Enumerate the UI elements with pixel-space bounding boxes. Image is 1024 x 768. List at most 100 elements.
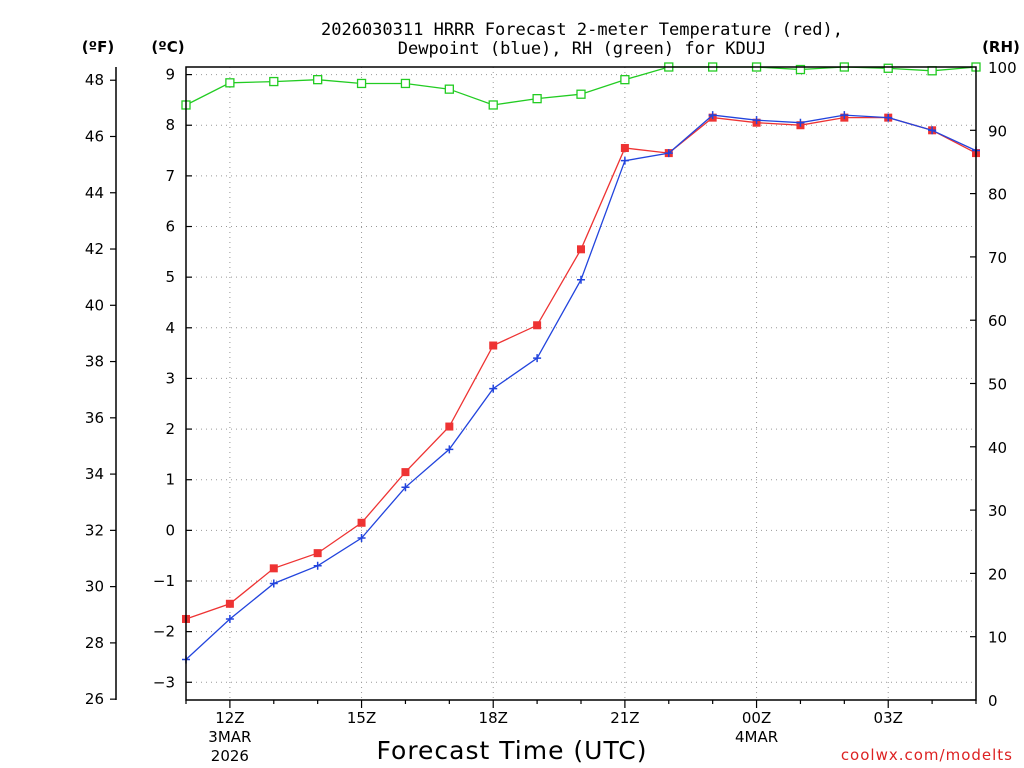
rh-tick-label: 40 [988, 439, 1007, 457]
temperature-point [620, 144, 629, 153]
dewpoint-point [533, 354, 542, 363]
rh-point [620, 75, 630, 85]
fahrenheit-tick-label: 36 [85, 409, 104, 427]
chart-title-line2: Dewpoint (blue), RH (green) for KDUJ [398, 39, 766, 59]
dewpoint-point [884, 113, 893, 122]
time-tick-label: 21Z [610, 709, 639, 727]
rh-axis: 0 10 20 30 40 50 60 70 80 90 100 [970, 59, 1017, 710]
rh-tick-label: 80 [988, 186, 1007, 204]
fahrenheit-tick-label: 38 [85, 353, 104, 371]
celsius-tick-label: 6 [165, 218, 175, 236]
temperature-point [269, 564, 278, 573]
rh-point [269, 76, 279, 87]
temperature-point [357, 518, 366, 527]
fahrenheit-tick-label: 32 [85, 521, 104, 539]
time-tick-label: 18Z [479, 709, 508, 727]
fahrenheit-unit-label: (ºF) [82, 38, 114, 56]
rh-point [313, 75, 323, 85]
rh-tick-label: 0 [988, 692, 998, 710]
rh-tick-label: 90 [988, 122, 1007, 140]
dewpoint-point [577, 275, 585, 284]
celsius-unit-label: (ºC) [151, 38, 184, 56]
fahrenheit-tick-label: 44 [85, 184, 104, 202]
celsius-tick-label: −2 [153, 623, 175, 641]
temperature-point [577, 245, 585, 254]
temperature-point [225, 599, 234, 608]
celsius-tick-label: 1 [165, 471, 175, 489]
celsius-tick-label: −1 [153, 572, 175, 590]
rh-point [225, 78, 235, 88]
fahrenheit-tick-label: 26 [85, 690, 104, 708]
temperature-point [489, 341, 498, 350]
fahrenheit-tick-label: 28 [85, 634, 104, 652]
celsius-tick-label: 2 [165, 420, 175, 438]
rh-point [400, 78, 411, 89]
rh-point [576, 89, 586, 99]
rh-point [356, 78, 367, 89]
rh-point [927, 66, 937, 76]
fahrenheit-tick-label: 40 [85, 296, 104, 314]
rh-tick-label: 60 [988, 312, 1007, 330]
dewpoint-point [708, 111, 717, 120]
celsius-tick-label: 7 [165, 167, 175, 185]
time-tick-label: 12Z [215, 709, 244, 727]
time-tick-label: 15Z [347, 709, 376, 727]
fahrenheit-tick-label: 48 [85, 71, 104, 89]
celsius-axis: −3 −2 −1 0 1 2 3 4 5 6 7 8 9 [153, 66, 192, 691]
dewpoint-point [928, 126, 937, 135]
rh-tick-label: 20 [988, 565, 1007, 583]
grid-lines [186, 67, 976, 700]
celsius-tick-label: 0 [165, 521, 175, 539]
fahrenheit-axis: 26 28 30 32 34 36 38 40 42 44 46 48 [85, 71, 116, 708]
fahrenheit-tick-label: 46 [85, 127, 104, 145]
date-label: 3MAR [208, 728, 251, 746]
year-label: 2026 [211, 747, 249, 765]
dewpoint-point [489, 384, 498, 393]
plot-frame [185, 66, 977, 701]
temperature-point [445, 422, 454, 431]
rh-tick-label: 50 [988, 376, 1007, 394]
rh-point [532, 94, 542, 104]
celsius-tick-label: 3 [165, 369, 175, 387]
rh-point [795, 64, 806, 75]
credit-label: coolwx.com/modelts [841, 746, 1013, 764]
fahrenheit-tick-label: 34 [85, 465, 104, 483]
dewpoint-point [225, 614, 234, 623]
dewpoint-point [357, 533, 366, 542]
dewpoint-point [620, 156, 629, 165]
temperature-point [533, 321, 542, 330]
rh-tick-label: 100 [988, 59, 1017, 77]
celsius-tick-label: 9 [165, 66, 175, 84]
temperature-line [185, 116, 977, 620]
celsius-tick-label: 5 [165, 268, 175, 286]
rh-unit-label: (RH) [982, 38, 1020, 56]
dewpoint-point [445, 445, 454, 454]
time-tick-label: 03Z [874, 709, 903, 727]
series-layer [181, 62, 981, 664]
dewpoint-series [182, 111, 980, 664]
dewpoint-point [401, 483, 410, 492]
celsius-tick-label: 8 [165, 116, 175, 134]
rh-tick-label: 10 [988, 629, 1007, 647]
dewpoint-point [269, 579, 278, 588]
date-label: 4MAR [735, 728, 778, 746]
chart-title-line1: 2026030311 HRRR Forecast 2-meter Tempera… [321, 20, 843, 40]
dewpoint-point [752, 116, 761, 125]
dewpoint-line [185, 114, 977, 660]
fahrenheit-tick-label: 30 [85, 578, 104, 596]
temperature-point [313, 549, 322, 558]
fahrenheit-tick-label: 42 [85, 240, 104, 258]
temperature-series [182, 113, 980, 623]
dewpoint-point [313, 561, 322, 570]
rh-point [883, 63, 893, 73]
rh-point [488, 100, 498, 110]
celsius-tick-label: −3 [153, 673, 175, 691]
dewpoint-point [664, 149, 673, 158]
rh-tick-label: 70 [988, 249, 1007, 267]
dewpoint-point [840, 111, 849, 120]
rh-tick-label: 30 [988, 502, 1007, 520]
rh-series [181, 62, 981, 110]
celsius-tick-label: 4 [165, 319, 175, 337]
